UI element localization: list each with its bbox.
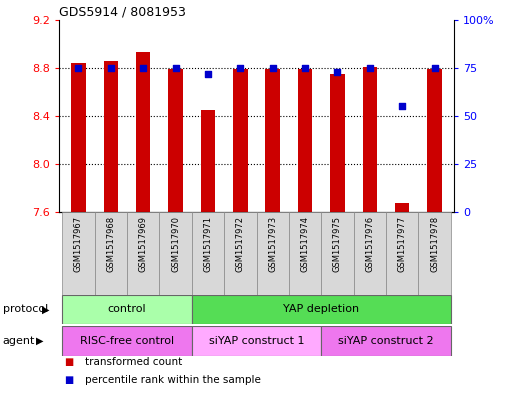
Text: control: control <box>108 305 146 314</box>
Text: GDS5914 / 8081953: GDS5914 / 8081953 <box>59 6 186 18</box>
Point <box>74 64 83 71</box>
Bar <box>353 212 386 295</box>
Text: GSM1517974: GSM1517974 <box>301 217 309 272</box>
Bar <box>427 69 442 212</box>
Bar <box>265 69 280 212</box>
Text: siYAP construct 1: siYAP construct 1 <box>209 336 304 346</box>
Text: GSM1517971: GSM1517971 <box>204 217 212 272</box>
Bar <box>201 110 215 212</box>
Bar <box>395 203 409 212</box>
Text: GSM1517973: GSM1517973 <box>268 217 277 272</box>
Bar <box>224 212 256 295</box>
Point <box>171 64 180 71</box>
Bar <box>298 69 312 212</box>
Bar <box>62 326 192 356</box>
Text: ■: ■ <box>64 375 73 385</box>
Text: ■: ■ <box>64 357 73 367</box>
Bar <box>192 326 321 356</box>
Text: siYAP construct 2: siYAP construct 2 <box>338 336 434 346</box>
Point <box>236 64 244 71</box>
Text: GSM1517968: GSM1517968 <box>106 217 115 272</box>
Point <box>366 64 374 71</box>
Point <box>430 64 439 71</box>
Bar <box>160 212 192 295</box>
Text: GSM1517970: GSM1517970 <box>171 217 180 272</box>
Point <box>204 70 212 77</box>
Bar <box>321 326 451 356</box>
Bar <box>419 212 451 295</box>
Bar <box>127 212 160 295</box>
Text: GSM1517967: GSM1517967 <box>74 217 83 272</box>
Bar <box>233 69 248 212</box>
Text: GSM1517972: GSM1517972 <box>236 217 245 272</box>
Text: transformed count: transformed count <box>85 357 182 367</box>
Text: GSM1517977: GSM1517977 <box>398 217 407 272</box>
Point <box>139 64 147 71</box>
Text: percentile rank within the sample: percentile rank within the sample <box>85 375 261 385</box>
Bar <box>94 212 127 295</box>
Text: protocol: protocol <box>3 304 48 314</box>
Bar <box>104 61 118 212</box>
Bar <box>62 295 192 324</box>
Text: YAP depletion: YAP depletion <box>283 305 359 314</box>
Bar <box>168 69 183 212</box>
Text: GSM1517975: GSM1517975 <box>333 217 342 272</box>
Point <box>333 68 342 75</box>
Bar <box>363 66 377 212</box>
Bar <box>289 212 321 295</box>
Text: ▶: ▶ <box>42 304 50 314</box>
Bar <box>386 212 419 295</box>
Bar <box>330 74 345 212</box>
Point <box>269 64 277 71</box>
Point <box>398 103 406 109</box>
Text: GSM1517969: GSM1517969 <box>139 217 148 272</box>
Bar <box>192 295 451 324</box>
Bar <box>136 52 150 212</box>
Point <box>301 64 309 71</box>
Text: ▶: ▶ <box>36 336 44 346</box>
Text: RISC-free control: RISC-free control <box>80 336 174 346</box>
Text: GSM1517976: GSM1517976 <box>365 217 374 272</box>
Text: agent: agent <box>3 336 35 346</box>
Bar <box>62 212 94 295</box>
Bar <box>192 212 224 295</box>
Bar <box>321 212 353 295</box>
Text: GSM1517978: GSM1517978 <box>430 217 439 272</box>
Bar <box>256 212 289 295</box>
Point <box>107 64 115 71</box>
Bar <box>71 63 86 212</box>
